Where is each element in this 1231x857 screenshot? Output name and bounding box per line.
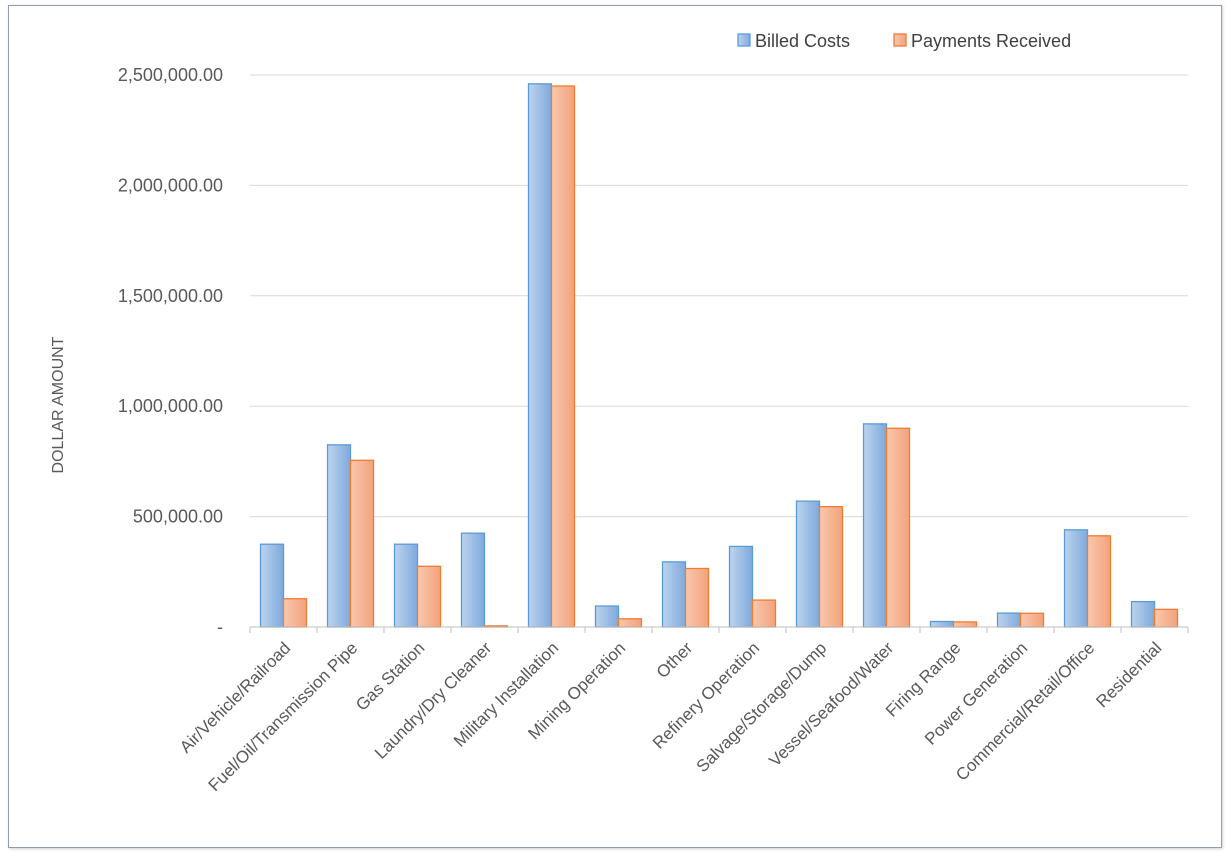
bar-payments-received bbox=[416, 565, 442, 628]
bar-billed-costs bbox=[259, 543, 285, 628]
bar-payments-received bbox=[751, 599, 777, 628]
bar-payments-received bbox=[1153, 608, 1179, 628]
bar-billed-costs bbox=[460, 532, 486, 628]
y-tick-label: 500,000.00 bbox=[133, 507, 223, 527]
y-tick-label: 1,500,000.00 bbox=[118, 286, 223, 306]
chart-frame bbox=[8, 5, 1222, 848]
bar-billed-costs bbox=[862, 423, 888, 628]
x-category-label: Laundry/Dry Cleaner bbox=[371, 638, 496, 763]
x-category-label: Vessel/Seafood/Water bbox=[765, 638, 897, 770]
bar-payments-received bbox=[617, 618, 643, 628]
bar-billed-costs bbox=[326, 444, 352, 628]
bar-billed-costs bbox=[527, 83, 553, 628]
axes: - 500,000.00 1,000,000.00 1,500,000.00 2,000… bbox=[118, 65, 1189, 795]
y-tick-label: - bbox=[217, 617, 223, 637]
bar-payments-received bbox=[885, 427, 911, 628]
bars bbox=[259, 83, 1179, 628]
bar-payments-received bbox=[1019, 612, 1045, 628]
bar-payments-received bbox=[282, 598, 308, 628]
legend-payments-received: Payments Received bbox=[893, 31, 1071, 51]
y-tick-label: 2,500,000.00 bbox=[118, 65, 223, 85]
legend-swatch bbox=[893, 33, 907, 47]
bar-billed-costs bbox=[661, 561, 687, 628]
bar-billed-costs bbox=[795, 500, 821, 628]
x-category-label: Commercial/Retail/Office bbox=[952, 638, 1098, 784]
bar-payments-received bbox=[550, 85, 576, 628]
bar-billed-costs bbox=[1063, 529, 1089, 628]
bar-billed-costs bbox=[728, 545, 754, 628]
x-category-label: Salvage/Storage/Dump bbox=[693, 638, 831, 776]
bar-billed-costs bbox=[393, 543, 419, 628]
bar-payments-received bbox=[684, 567, 710, 628]
bar-payments-received bbox=[1086, 535, 1112, 628]
bar-billed-costs bbox=[594, 605, 620, 628]
y-tick-label: 2,000,000.00 bbox=[118, 175, 223, 195]
legend-label: Payments Received bbox=[911, 31, 1071, 51]
bar-payments-received bbox=[818, 506, 844, 628]
bar-payments-received bbox=[952, 621, 978, 628]
bar-billed-costs bbox=[996, 612, 1022, 628]
legend-label: Billed Costs bbox=[755, 31, 850, 51]
legend: Billed Costs Payments Received bbox=[737, 31, 1071, 51]
x-category-label: Residential bbox=[1092, 638, 1165, 711]
gridlines bbox=[250, 74, 1188, 518]
bar-billed-costs bbox=[1130, 600, 1156, 628]
x-category-label: Other bbox=[653, 638, 697, 682]
y-tick-label: 1,000,000.00 bbox=[118, 396, 223, 416]
bar-payments-received bbox=[349, 459, 375, 628]
bar-billed-costs bbox=[929, 620, 955, 628]
legend-swatch bbox=[737, 33, 751, 47]
y-axis-label: DOLLAR AMOUNT bbox=[50, 336, 67, 473]
legend-billed-costs: Billed Costs bbox=[737, 31, 850, 51]
x-category-label: Air/Vehicle/Railroad bbox=[176, 638, 294, 756]
